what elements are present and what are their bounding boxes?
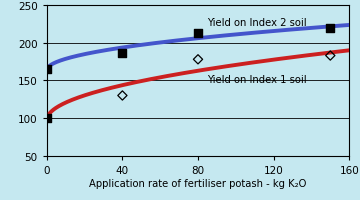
Point <box>44 117 50 120</box>
Point <box>120 94 125 98</box>
Text: Yield on Index 1 soil: Yield on Index 1 soil <box>207 75 307 85</box>
Point <box>120 52 125 55</box>
Point <box>44 68 50 71</box>
Point <box>328 27 333 30</box>
Point <box>195 58 201 62</box>
Point <box>195 32 201 35</box>
Point <box>44 117 50 120</box>
Point <box>328 55 333 58</box>
Text: Yield on Index 2 soil: Yield on Index 2 soil <box>207 18 307 28</box>
X-axis label: Application rate of fertiliser potash - kg K₂O: Application rate of fertiliser potash - … <box>89 178 307 188</box>
